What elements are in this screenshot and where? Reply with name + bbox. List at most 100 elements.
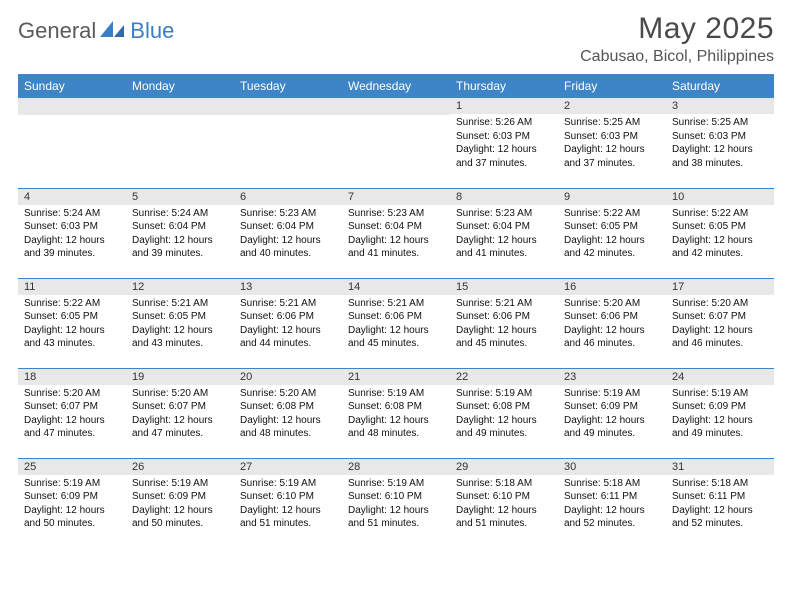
daylight-line: Daylight: 12 hours and 51 minutes. [456,504,552,531]
sunrise-line: Sunrise: 5:22 AM [564,207,660,221]
weekday-header: Tuesday [234,74,342,98]
weekday-header-row: Sunday Monday Tuesday Wednesday Thursday… [18,74,774,98]
day-number: 25 [18,459,126,475]
sunset-line: Sunset: 6:08 PM [456,400,552,414]
day-body: Sunrise: 5:23 AMSunset: 6:04 PMDaylight:… [450,205,558,265]
logo-sail-icon [100,19,126,44]
calendar-cell: 1Sunrise: 5:26 AMSunset: 6:03 PMDaylight… [450,98,558,188]
sunset-line: Sunset: 6:10 PM [348,490,444,504]
sunset-line: Sunset: 6:04 PM [240,220,336,234]
day-body: Sunrise: 5:24 AMSunset: 6:03 PMDaylight:… [18,205,126,265]
title-block: May 2025 Cabusao, Bicol, Philippines [580,12,774,66]
calendar-cell: 2Sunrise: 5:25 AMSunset: 6:03 PMDaylight… [558,98,666,188]
sunrise-line: Sunrise: 5:23 AM [456,207,552,221]
sunrise-line: Sunrise: 5:20 AM [564,297,660,311]
calendar-cell [342,98,450,188]
calendar-row: 11Sunrise: 5:22 AMSunset: 6:05 PMDayligh… [18,278,774,368]
sunset-line: Sunset: 6:05 PM [672,220,768,234]
day-body: Sunrise: 5:25 AMSunset: 6:03 PMDaylight:… [558,114,666,174]
day-body: Sunrise: 5:18 AMSunset: 6:11 PMDaylight:… [666,475,774,535]
sunrise-line: Sunrise: 5:21 AM [240,297,336,311]
day-number: 4 [18,189,126,205]
day-number: 6 [234,189,342,205]
calendar-cell [18,98,126,188]
calendar-row: 18Sunrise: 5:20 AMSunset: 6:07 PMDayligh… [18,368,774,458]
calendar-cell: 31Sunrise: 5:18 AMSunset: 6:11 PMDayligh… [666,458,774,548]
month-title: May 2025 [580,12,774,46]
day-number: 3 [666,98,774,114]
calendar-cell: 11Sunrise: 5:22 AMSunset: 6:05 PMDayligh… [18,278,126,368]
sunset-line: Sunset: 6:07 PM [132,400,228,414]
calendar-cell: 26Sunrise: 5:19 AMSunset: 6:09 PMDayligh… [126,458,234,548]
daylight-line: Daylight: 12 hours and 47 minutes. [24,414,120,441]
sunset-line: Sunset: 6:09 PM [132,490,228,504]
daylight-line: Daylight: 12 hours and 41 minutes. [456,234,552,261]
calendar-cell: 12Sunrise: 5:21 AMSunset: 6:05 PMDayligh… [126,278,234,368]
calendar-page: General Blue May 2025 Cabusao, Bicol, Ph… [0,0,792,560]
day-body: Sunrise: 5:18 AMSunset: 6:11 PMDaylight:… [558,475,666,535]
calendar-cell: 20Sunrise: 5:20 AMSunset: 6:08 PMDayligh… [234,368,342,458]
sunrise-line: Sunrise: 5:20 AM [24,387,120,401]
day-number: 5 [126,189,234,205]
calendar-body: 1Sunrise: 5:26 AMSunset: 6:03 PMDaylight… [18,98,774,548]
weekday-header: Monday [126,74,234,98]
day-number: 16 [558,279,666,295]
day-number: 19 [126,369,234,385]
calendar-cell: 28Sunrise: 5:19 AMSunset: 6:10 PMDayligh… [342,458,450,548]
sunrise-line: Sunrise: 5:21 AM [456,297,552,311]
calendar-cell: 14Sunrise: 5:21 AMSunset: 6:06 PMDayligh… [342,278,450,368]
calendar-cell: 4Sunrise: 5:24 AMSunset: 6:03 PMDaylight… [18,188,126,278]
sunrise-line: Sunrise: 5:25 AM [672,116,768,130]
daylight-line: Daylight: 12 hours and 41 minutes. [348,234,444,261]
sunrise-line: Sunrise: 5:24 AM [132,207,228,221]
daylight-line: Daylight: 12 hours and 49 minutes. [456,414,552,441]
daylight-line: Daylight: 12 hours and 51 minutes. [348,504,444,531]
sunset-line: Sunset: 6:08 PM [240,400,336,414]
daylight-line: Daylight: 12 hours and 39 minutes. [24,234,120,261]
sunrise-line: Sunrise: 5:19 AM [132,477,228,491]
sunset-line: Sunset: 6:09 PM [24,490,120,504]
day-body: Sunrise: 5:21 AMSunset: 6:06 PMDaylight:… [342,295,450,355]
day-number: 7 [342,189,450,205]
calendar-cell: 30Sunrise: 5:18 AMSunset: 6:11 PMDayligh… [558,458,666,548]
calendar-cell: 17Sunrise: 5:20 AMSunset: 6:07 PMDayligh… [666,278,774,368]
daylight-line: Daylight: 12 hours and 44 minutes. [240,324,336,351]
day-body: Sunrise: 5:20 AMSunset: 6:08 PMDaylight:… [234,385,342,445]
day-number: 12 [126,279,234,295]
day-number: 22 [450,369,558,385]
empty-daynum [234,98,342,115]
sunset-line: Sunset: 6:05 PM [132,310,228,324]
logo: General Blue [18,18,174,44]
sunrise-line: Sunrise: 5:21 AM [132,297,228,311]
day-body: Sunrise: 5:23 AMSunset: 6:04 PMDaylight:… [342,205,450,265]
day-body: Sunrise: 5:26 AMSunset: 6:03 PMDaylight:… [450,114,558,174]
daylight-line: Daylight: 12 hours and 52 minutes. [672,504,768,531]
sunrise-line: Sunrise: 5:22 AM [672,207,768,221]
day-body: Sunrise: 5:21 AMSunset: 6:06 PMDaylight:… [450,295,558,355]
day-body: Sunrise: 5:24 AMSunset: 6:04 PMDaylight:… [126,205,234,265]
calendar-cell [234,98,342,188]
sunrise-line: Sunrise: 5:21 AM [348,297,444,311]
empty-daynum [126,98,234,115]
sunrise-line: Sunrise: 5:19 AM [456,387,552,401]
calendar-cell: 3Sunrise: 5:25 AMSunset: 6:03 PMDaylight… [666,98,774,188]
calendar-cell: 6Sunrise: 5:23 AMSunset: 6:04 PMDaylight… [234,188,342,278]
weekday-header: Wednesday [342,74,450,98]
daylight-line: Daylight: 12 hours and 50 minutes. [24,504,120,531]
day-body: Sunrise: 5:19 AMSunset: 6:09 PMDaylight:… [126,475,234,535]
calendar-cell: 22 Sunrise: 5:19 AMSunset: 6:08 PMDayligh… [450,368,558,458]
sunset-line: Sunset: 6:06 PM [564,310,660,324]
sunset-line: Sunset: 6:03 PM [672,130,768,144]
sunset-line: Sunset: 6:04 PM [348,220,444,234]
sunrise-line: Sunrise: 5:22 AM [24,297,120,311]
sunset-line: Sunset: 6:10 PM [240,490,336,504]
calendar-cell: 5Sunrise: 5:24 AMSunset: 6:04 PMDaylight… [126,188,234,278]
sunset-line: Sunset: 6:03 PM [456,130,552,144]
day-number: 28 [342,459,450,475]
sunset-line: Sunset: 6:04 PM [132,220,228,234]
daylight-line: Daylight: 12 hours and 48 minutes. [240,414,336,441]
daylight-line: Daylight: 12 hours and 52 minutes. [564,504,660,531]
day-body: Sunrise: 5:19 AMSunset: 6:08 PMDaylight:… [342,385,450,445]
sunset-line: Sunset: 6:03 PM [564,130,660,144]
day-body: Sunrise: 5:19 AMSunset: 6:10 PMDaylight:… [342,475,450,535]
